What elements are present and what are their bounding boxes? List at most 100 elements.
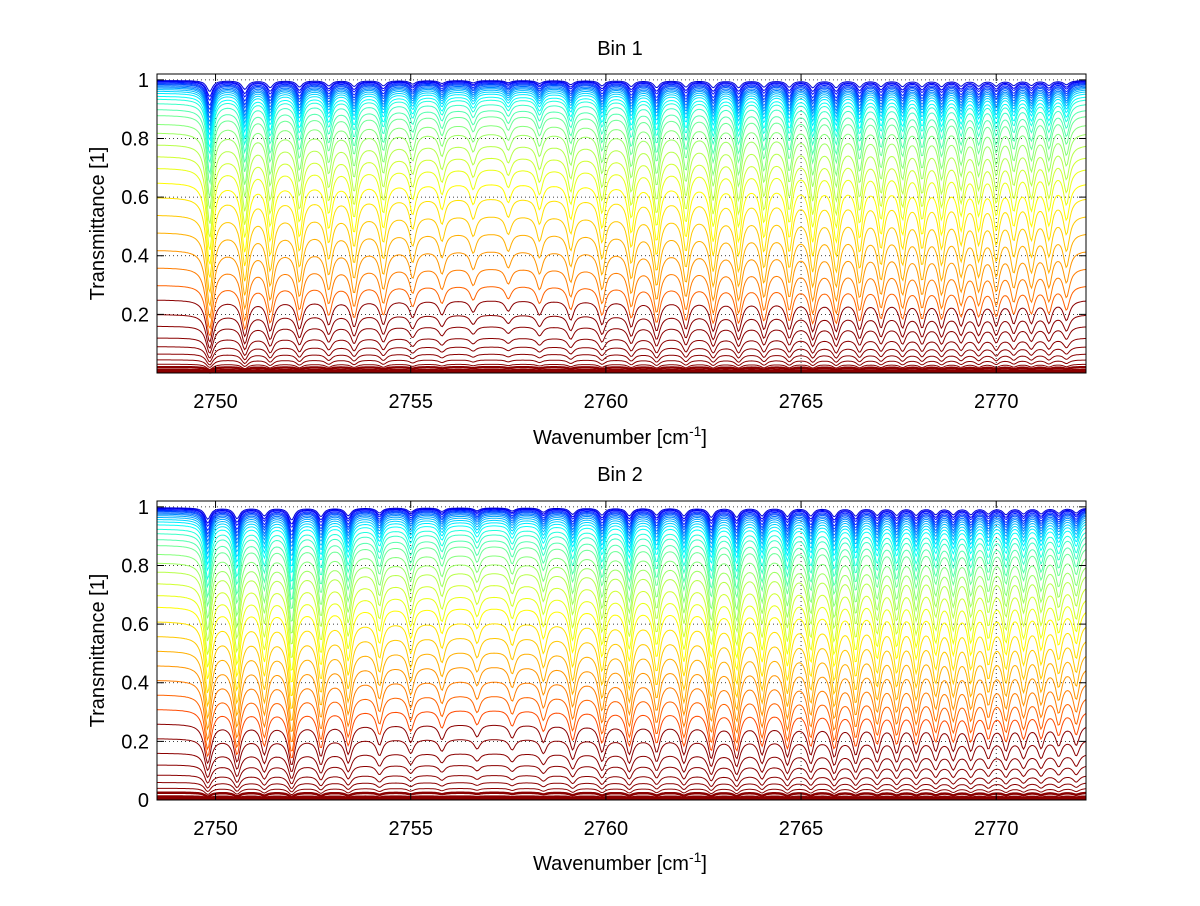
x-axis-label-superscript: -1 [689, 849, 702, 865]
x-tick-label: 2770 [974, 818, 1019, 840]
series-line [157, 508, 1087, 528]
x-axis-label-text: Wavenumber [cm [533, 427, 689, 449]
subplot-bin-1: Bin 1 2750 2755 2760 2765 2770 0.2 0.4 0.6 0.8 1… [87, 38, 1087, 449]
series-line [157, 368, 1086, 374]
series-line [156, 521, 1087, 567]
series-line [157, 510, 1087, 536]
series-line [157, 791, 1087, 798]
series-line [157, 738, 1087, 772]
series-line [156, 115, 1087, 185]
series-line [157, 782, 1087, 793]
series-line [157, 606, 1087, 683]
subplot-title: Bin 1 [597, 38, 643, 60]
subplot-bin-2: Bin 2 2750 2755 2760 2765 2770 0 0.2 0.4 0.6 0.8… [87, 464, 1087, 875]
y-tick-label: 0.2 [121, 304, 149, 326]
series-line [157, 507, 1087, 521]
x-tick-label: 2760 [584, 391, 629, 413]
series-line [157, 215, 1087, 294]
x-tick-label: 2765 [779, 818, 824, 840]
series-line [157, 299, 1087, 343]
series-line [157, 103, 1087, 165]
x-axis-label-tail: ] [701, 427, 707, 449]
series-line [157, 554, 1087, 622]
series-group [156, 507, 1087, 801]
grid-lines [157, 74, 1086, 373]
series-group [156, 80, 1087, 374]
series-line [157, 325, 1086, 354]
series-line [157, 365, 1087, 372]
series-line [157, 89, 1087, 132]
series-line [157, 82, 1087, 107]
series-line [157, 511, 1087, 539]
series-line [157, 144, 1087, 224]
y-tick-labels: 0 0.2 0.4 0.6 0.8 1 [121, 497, 1086, 812]
y-tick-label: 1 [138, 70, 149, 92]
series-line [157, 85, 1086, 119]
axes-frame [156, 73, 1087, 374]
series-line [157, 84, 1087, 115]
series-line [157, 509, 1087, 532]
series-line [156, 132, 1087, 209]
y-tick-labels: 0.2 0.4 0.6 0.8 1 [121, 70, 1086, 326]
x-tick-label: 2770 [974, 391, 1019, 413]
series-line [157, 515, 1087, 551]
series-line [157, 95, 1087, 149]
series-line [156, 571, 1087, 645]
series-line [157, 156, 1087, 238]
series-line [156, 621, 1087, 697]
series-line [157, 764, 1087, 785]
series-line [157, 80, 1086, 93]
series-line [157, 528, 1087, 582]
series-line [157, 267, 1087, 330]
series-line [157, 124, 1087, 197]
series-line [157, 98, 1087, 156]
series-line [157, 370, 1086, 374]
series-line [157, 636, 1087, 709]
series-line [156, 595, 1087, 671]
series-line [157, 337, 1086, 359]
series-line [157, 87, 1087, 127]
series-line [157, 90, 1087, 137]
x-axis-label: Wavenumber [cm-1] [533, 423, 707, 449]
series-line [157, 314, 1087, 350]
x-tick-labels: 2750 2755 2760 2765 2770 [193, 74, 1018, 413]
y-tick-label: 0.6 [121, 614, 149, 636]
x-tick-labels: 2750 2755 2760 2765 2770 [193, 501, 1018, 840]
series-line [156, 650, 1087, 721]
series-line [157, 539, 1087, 600]
series-line [157, 168, 1087, 251]
series-line [157, 363, 1086, 370]
y-tick-label: 0.8 [121, 555, 149, 577]
series-line [156, 285, 1087, 337]
series-line [157, 665, 1087, 732]
y-tick-label: 0.8 [121, 128, 149, 150]
series-line [157, 752, 1087, 779]
x-axis-label: Wavenumber [cm-1] [533, 849, 707, 875]
x-tick-label: 2755 [388, 391, 433, 413]
series-line [157, 81, 1087, 102]
series-line [157, 795, 1087, 800]
series-line [156, 250, 1087, 320]
series-line [157, 787, 1087, 795]
series-line [156, 197, 1087, 278]
y-tick-label: 1 [138, 497, 149, 519]
series-line [157, 694, 1087, 752]
x-tick-label: 2760 [584, 818, 629, 840]
series-line [157, 353, 1086, 366]
series-line [157, 519, 1087, 561]
series-line [157, 797, 1086, 801]
series-line [157, 232, 1087, 308]
y-tick-label: 0.4 [121, 673, 149, 695]
x-tick-label: 2765 [779, 391, 824, 413]
series-line [157, 513, 1087, 547]
y-tick-label: 0.6 [121, 187, 149, 209]
x-tick-label: 2755 [388, 818, 433, 840]
series-line [157, 83, 1086, 111]
series-line [157, 723, 1087, 766]
subplot-title: Bin 2 [597, 464, 643, 486]
series-line [157, 533, 1087, 590]
series-line [157, 545, 1087, 609]
x-tick-label: 2750 [193, 391, 238, 413]
